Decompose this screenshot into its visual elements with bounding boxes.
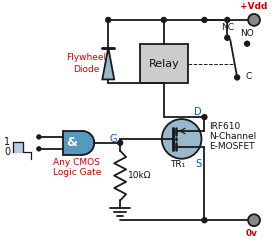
Text: &: & bbox=[66, 136, 77, 149]
Circle shape bbox=[225, 17, 230, 22]
FancyBboxPatch shape bbox=[140, 44, 188, 83]
Text: N-Channel: N-Channel bbox=[209, 132, 257, 141]
Circle shape bbox=[161, 17, 166, 22]
Circle shape bbox=[118, 140, 123, 145]
Circle shape bbox=[106, 17, 111, 22]
Text: D: D bbox=[194, 107, 202, 117]
Text: TR₁: TR₁ bbox=[170, 160, 185, 169]
Polygon shape bbox=[102, 48, 114, 79]
Text: Relay: Relay bbox=[148, 59, 179, 69]
Text: +Vdd: +Vdd bbox=[240, 2, 268, 11]
Text: Any CMOS: Any CMOS bbox=[53, 158, 100, 167]
Circle shape bbox=[202, 218, 207, 223]
Circle shape bbox=[248, 214, 260, 226]
Circle shape bbox=[37, 147, 41, 151]
FancyBboxPatch shape bbox=[63, 131, 82, 155]
Text: Diode: Diode bbox=[73, 65, 100, 74]
Text: 0: 0 bbox=[4, 147, 10, 157]
Text: NO: NO bbox=[240, 29, 254, 38]
Circle shape bbox=[202, 17, 207, 22]
Circle shape bbox=[37, 135, 41, 139]
Text: IRF610: IRF610 bbox=[209, 122, 241, 131]
Text: C: C bbox=[245, 73, 251, 81]
Text: Logic Gate: Logic Gate bbox=[53, 168, 101, 177]
Circle shape bbox=[225, 35, 230, 40]
Circle shape bbox=[202, 115, 207, 120]
Text: E-MOSFET: E-MOSFET bbox=[209, 142, 255, 151]
Text: 0v: 0v bbox=[246, 229, 258, 238]
Text: 1: 1 bbox=[4, 137, 10, 147]
Text: S: S bbox=[195, 159, 202, 169]
Circle shape bbox=[245, 41, 249, 46]
Text: Flywheel: Flywheel bbox=[66, 53, 106, 62]
Polygon shape bbox=[82, 131, 94, 155]
Circle shape bbox=[235, 75, 240, 80]
Text: G: G bbox=[110, 134, 117, 144]
Text: 10kΩ: 10kΩ bbox=[128, 171, 151, 180]
Circle shape bbox=[248, 14, 260, 26]
Text: NC: NC bbox=[221, 23, 234, 32]
Circle shape bbox=[162, 119, 202, 159]
